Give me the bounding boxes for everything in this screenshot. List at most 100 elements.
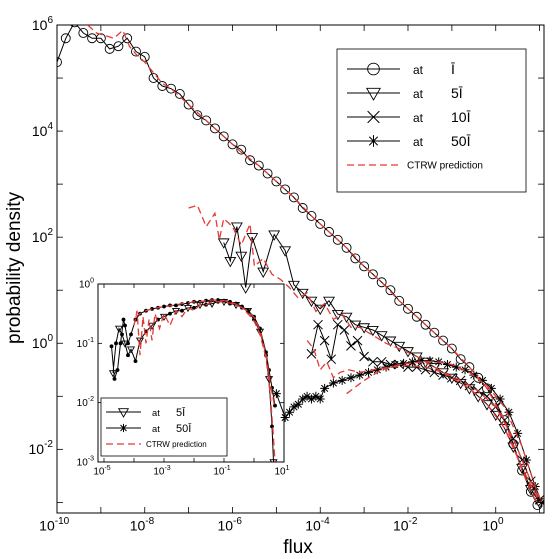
star-marker-24 <box>442 359 452 369</box>
inset-x-tick-base: 10 <box>274 467 286 478</box>
star-marker-4 <box>293 399 303 409</box>
main-y-tick-base: 10 <box>32 17 48 33</box>
star-marker-20 <box>407 357 417 367</box>
main-x-tick-label-4: 10-2 <box>393 516 418 533</box>
main-plot: 10-10 10-8 10-6 10-4 10-2 100 10610410210010-… <box>4 15 545 558</box>
triangle-marker-14 <box>331 310 344 321</box>
inset-y-tick-exp: 0 <box>90 278 94 285</box>
inset-x-tick-label-3: 101 <box>274 465 289 478</box>
dot-marker-7 <box>133 359 138 364</box>
inset-y-tick-base: 10 <box>77 458 89 469</box>
triangle-marker-1 <box>224 256 237 268</box>
circle-marker-31 <box>324 226 334 237</box>
inset-x-tick-label-0: 10-5 <box>93 465 110 478</box>
dot-marker-20 <box>204 298 208 303</box>
circle-marker-30 <box>315 218 326 229</box>
circle-marker-7 <box>113 41 124 52</box>
dot-marker-11 <box>150 307 154 311</box>
circle-marker-15 <box>183 99 194 110</box>
triangle-marker-0 <box>217 238 230 249</box>
main-ctrw-prediction-line-4 <box>87 25 538 506</box>
star-marker-10 <box>320 383 330 393</box>
main-ctrw-prediction-line-5 <box>188 204 541 503</box>
inset-y-tick-label-0: 100 <box>79 278 94 291</box>
star-marker-32 <box>513 428 523 438</box>
triangle-marker-6 <box>257 267 270 278</box>
triangle-marker-22 <box>402 347 414 358</box>
main-legend-box <box>336 48 527 193</box>
star-marker-33 <box>521 455 531 465</box>
dot-marker-22 <box>216 298 220 302</box>
main-x-tick-label-0: 10-10 <box>39 516 69 533</box>
circle-marker-39 <box>394 295 405 306</box>
inset-y-tick-label-1: 10-1 <box>77 337 94 350</box>
main-x-tick-label-5: 100 <box>482 516 504 533</box>
dot-marker-7 <box>129 332 133 337</box>
inset-y-tick-exp: -1 <box>88 337 94 344</box>
inset-legend-entry-1: at 50Ī <box>106 423 192 435</box>
triangle-marker-14 <box>171 307 181 316</box>
inset-x-ticks: 10-5 10-3 10-1 101 <box>93 284 290 478</box>
inset-ctrw-prediction-line-3 <box>135 299 276 409</box>
inset-x-tick-exp: -1 <box>224 465 230 472</box>
x-marker-3 <box>326 354 337 365</box>
star-marker-0 <box>271 389 281 399</box>
circle-marker-32 <box>332 234 343 245</box>
triangle-marker-0 <box>117 408 130 418</box>
circle-marker-43 <box>429 327 440 338</box>
circle-marker-3 <box>78 28 89 38</box>
triangle-marker-11 <box>305 296 318 308</box>
x-marker-2 <box>319 335 330 346</box>
x-marker-2 <box>367 110 380 124</box>
inset-y-tick-base: 10 <box>77 398 89 409</box>
circle-marker-28 <box>297 203 308 213</box>
y-axis-label: probability density <box>4 191 25 344</box>
triangle-marker-32 <box>489 410 502 422</box>
triangle-marker-8 <box>135 337 145 345</box>
inset-x-tick-base: 10 <box>93 467 105 478</box>
circle-marker-18 <box>209 123 220 134</box>
dot-marker-17 <box>192 305 196 310</box>
circle-marker-0 <box>57 57 62 68</box>
main-y-tick-exp: 2 <box>47 227 53 238</box>
main-legend-prefix: at <box>413 87 424 101</box>
main-x-tick-base: 10 <box>482 518 498 534</box>
main-legend-label: 10Ī <box>451 109 471 125</box>
x-marker-4 <box>332 319 343 330</box>
main-y-tick-exp: 6 <box>47 15 53 26</box>
triangle-marker-7 <box>268 230 281 241</box>
dot-marker-3 <box>118 341 123 346</box>
triangle-marker-1 <box>365 87 382 101</box>
inset-y-tick-exp: -2 <box>88 396 94 403</box>
main-ctrw-prediction-line-6 <box>306 340 543 503</box>
circle-marker-24 <box>262 168 273 179</box>
dot-marker-31 <box>270 424 274 429</box>
star-marker-19 <box>399 358 409 368</box>
triangle-marker-5 <box>246 233 259 244</box>
x-marker-10 <box>376 356 387 367</box>
circle-marker-38 <box>385 285 396 296</box>
circle-marker-14 <box>174 89 185 99</box>
inset-ctrw-prediction-line-2 <box>133 301 276 462</box>
x-axis-label: flux <box>283 537 313 558</box>
main-x-tick-exp: -2 <box>409 516 418 527</box>
inset-legend-entry-2: CTRW prediction <box>106 440 207 449</box>
triangle-marker-16 <box>349 320 362 331</box>
triangle-marker-31 <box>481 400 493 411</box>
main-x-tick-label-3: 10-4 <box>305 516 330 533</box>
dot-marker-13 <box>168 311 172 316</box>
dot-marker-5 <box>126 353 130 358</box>
circle-marker-23 <box>253 160 264 171</box>
triangle-marker-19 <box>375 331 388 342</box>
dot-marker-17 <box>186 301 190 305</box>
star-marker-2 <box>285 407 295 417</box>
circle-marker-46 <box>455 354 466 365</box>
dot-marker-4 <box>121 317 126 322</box>
star-marker-7 <box>306 394 316 404</box>
circle-marker-42 <box>420 319 431 330</box>
circle-marker-8 <box>122 33 133 44</box>
main-x-tick-exp: -8 <box>145 516 154 527</box>
inset-series-group <box>108 298 278 462</box>
star-marker-1 <box>280 413 290 423</box>
star-marker-8 <box>311 391 321 401</box>
